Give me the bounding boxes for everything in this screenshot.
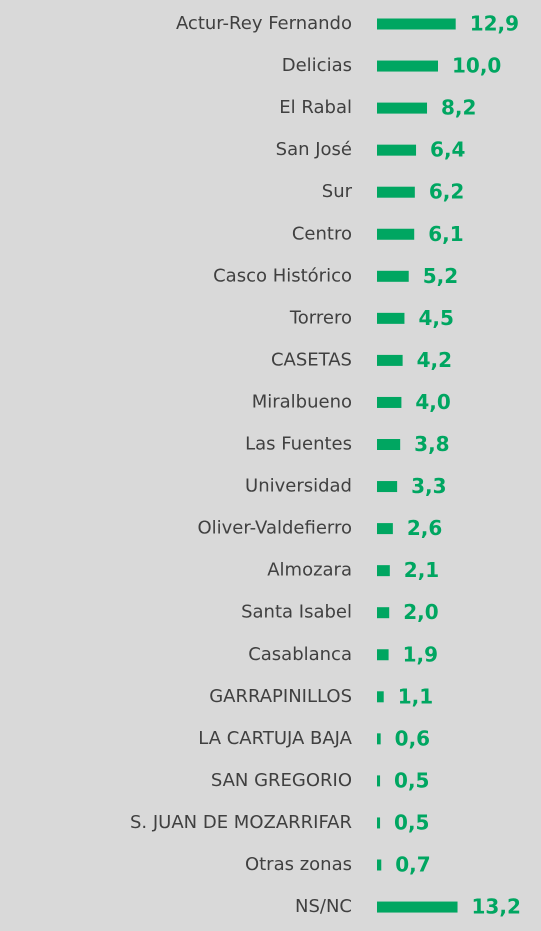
bar <box>377 859 382 871</box>
bar <box>377 186 415 198</box>
bar <box>377 60 438 72</box>
value-label: 4,5 <box>418 306 453 330</box>
bar <box>377 733 381 745</box>
value-label: 0,7 <box>395 853 430 877</box>
bar <box>377 817 381 829</box>
value-label: 3,8 <box>414 432 449 456</box>
value-label: 0,5 <box>394 768 429 792</box>
value-label: 2,1 <box>404 558 439 582</box>
value-label: 3,3 <box>411 474 446 498</box>
bar <box>377 607 390 619</box>
value-label: 6,1 <box>428 222 463 246</box>
value-label: 5,2 <box>423 264 458 288</box>
category-label: Almozara <box>267 560 352 581</box>
bar <box>377 270 409 282</box>
bar <box>377 228 415 240</box>
category-label: S. JUAN DE MOZARRIFAR <box>130 812 352 833</box>
value-label: 2,0 <box>403 600 438 624</box>
value-label: 1,1 <box>398 684 433 708</box>
bar <box>377 649 389 661</box>
category-label: CASETAS <box>271 349 352 370</box>
value-label: 10,0 <box>452 54 501 78</box>
bar <box>377 102 428 114</box>
value-label: 8,2 <box>441 96 476 120</box>
value-label: 1,9 <box>403 642 438 666</box>
bar <box>377 312 405 324</box>
bar <box>377 691 384 703</box>
category-label: El Rabal <box>279 97 352 118</box>
bar <box>377 775 381 787</box>
category-label: LA CARTUJA BAJA <box>198 728 352 749</box>
category-label: Casco Histórico <box>213 265 352 286</box>
category-label: Miralbueno <box>252 391 352 412</box>
bar <box>377 18 456 30</box>
category-label: San José <box>276 139 352 160</box>
value-label: 0,6 <box>395 726 430 750</box>
value-label: 4,2 <box>417 348 452 372</box>
value-label: 2,6 <box>407 516 442 540</box>
value-label: 13,2 <box>472 895 521 919</box>
bar <box>377 523 393 535</box>
value-label: 0,5 <box>394 810 429 834</box>
bar <box>377 439 401 450</box>
bar <box>377 901 458 913</box>
value-label: 4,0 <box>415 390 450 414</box>
value-label: 12,9 <box>470 12 519 36</box>
category-label: NS/NC <box>295 896 352 917</box>
category-label: Santa Isabel <box>241 602 352 623</box>
category-label: Universidad <box>245 476 352 497</box>
category-label: Otras zonas <box>245 854 352 875</box>
category-label: Delicias <box>282 55 352 76</box>
category-label: Actur-Rey Fernando <box>176 13 352 34</box>
value-label: 6,2 <box>429 180 464 204</box>
category-label: GARRAPINILLOS <box>209 686 352 707</box>
category-label: Las Fuentes <box>245 434 352 455</box>
category-label: Centro <box>292 223 352 244</box>
bar <box>377 481 398 493</box>
bar <box>377 565 390 577</box>
category-label: Casablanca <box>248 644 352 665</box>
category-label: Torrero <box>289 307 352 328</box>
bar <box>377 396 402 408</box>
category-label: SAN GREGORIO <box>211 770 352 791</box>
category-label: Oliver-Valdefierro <box>197 518 352 539</box>
bar <box>377 144 417 156</box>
bar <box>377 354 403 366</box>
category-label: Sur <box>322 181 353 202</box>
value-label: 6,4 <box>430 138 465 162</box>
